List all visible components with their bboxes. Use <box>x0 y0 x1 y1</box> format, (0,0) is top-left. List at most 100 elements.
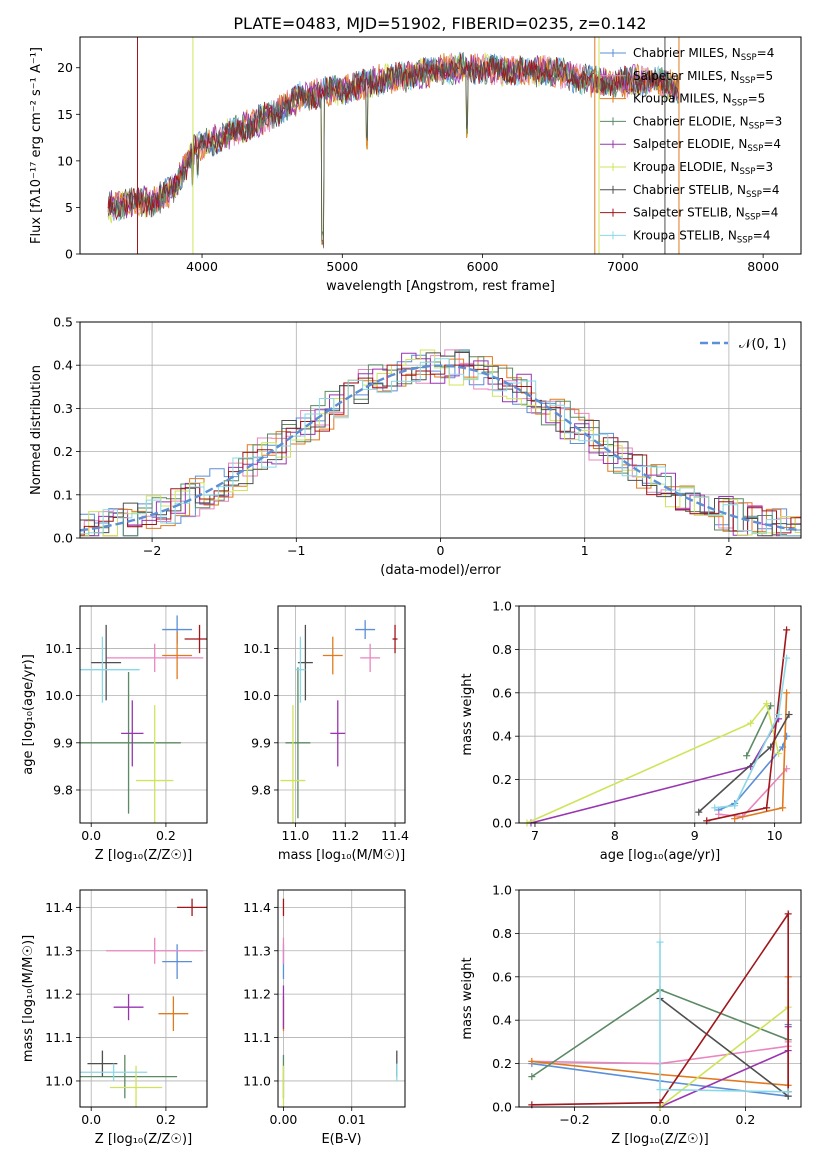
y-tick-label: 11.4 <box>45 900 73 915</box>
errorbar-kroupa_stelib <box>295 636 306 703</box>
axes-frame <box>79 321 802 539</box>
legend-label-salpeter_elodie: Salpeter ELODIE, NSSP=4 <box>633 137 781 154</box>
x-tick-label: 7 <box>531 828 539 843</box>
errorbar-salpeter_miles <box>360 643 381 673</box>
x-tick-label: 8000 <box>747 259 779 274</box>
errorbar-chabrier_miles <box>355 620 376 640</box>
weight-point-chabrier_stelib <box>785 711 793 718</box>
y-axis-label: age [log₁₀(age/yr)] <box>21 654 36 775</box>
axes-frame <box>79 605 208 824</box>
weight-point-kroupa_miles <box>779 804 787 812</box>
weight-point-salpeter_stelib <box>656 1099 664 1107</box>
errorbar-salpeter_stelib <box>177 898 207 917</box>
weight-point-kroupa_stelib <box>656 938 664 946</box>
mass_vs_Z-panel: 0.0 0.2 11.0 11.1 11.2 11.3 11.4 Z [log₁₀(Z/Z☉)… <box>21 889 208 1147</box>
weight-point-kroupa_miles <box>783 689 791 697</box>
y-tick-label: 0 <box>65 247 73 262</box>
errorbar-salpeter_elodie <box>330 700 346 767</box>
weight-point-kroupa_miles <box>528 1057 536 1065</box>
legend-label-chabrier_stelib: Chabrier STELIB, NSSP=4 <box>633 183 780 200</box>
y-tick-label: 11.0 <box>243 1073 271 1088</box>
weight-point-kroupa_elodie <box>763 700 771 708</box>
y-tick-label: 0.3 <box>53 401 73 416</box>
y-tick-label: 0.6 <box>492 969 512 984</box>
y-tick-label: 1.0 <box>492 599 512 614</box>
spectrum-line-chabrier_stelib <box>107 54 679 249</box>
weight-point-kroupa_stelib <box>656 1086 664 1094</box>
histogram-salpeter_stelib <box>80 364 801 536</box>
x-axis-label: wavelength [Angstrom, rest frame] <box>326 279 555 294</box>
x-tick-label: 11.0 <box>282 828 310 843</box>
x-axis-label: Z [log₁₀(Z/Z☉)] <box>95 848 192 863</box>
errorbar-salpeter_elodie <box>113 994 144 1021</box>
age_vs_Z-panel: 0.0 0.2 9.8 9.9 10.0 10.1 Z [log₁₀(Z/Z☉)] age [… <box>21 605 208 863</box>
weight-line-chabrier_stelib <box>659 997 789 1097</box>
x-tick-label: 0.0 <box>81 1112 101 1127</box>
axes-frame <box>277 605 406 824</box>
y-tick-label: 9.8 <box>251 782 271 797</box>
legend-label-kroupa_elodie: Kroupa ELODIE, NSSP=3 <box>633 160 773 177</box>
x-tick-label: 6000 <box>467 259 499 274</box>
normal-curve <box>80 364 799 532</box>
legend-label-chabrier_elodie: Chabrier ELODIE, NSSP=3 <box>633 114 782 131</box>
weight-point-kroupa_stelib <box>783 654 791 662</box>
weight-point-salpeter_stelib <box>783 626 791 634</box>
x-tick-label: 0.0 <box>650 1112 670 1127</box>
age_vs_mass-panel: 11.0 11.2 11.4 9.8 9.9 10.0 10.1 mass [log₁₀(M/… <box>243 605 409 863</box>
errorbar-kroupa_miles <box>162 631 193 680</box>
x-tick-label: 11.2 <box>331 828 359 843</box>
weight-point-kroupa_elodie <box>747 719 755 727</box>
y-tick-label: 0.0 <box>492 816 512 831</box>
x-tick-label: 4000 <box>186 259 218 274</box>
axes-frame <box>79 36 802 255</box>
errorbar-chabrier_miles <box>162 944 193 979</box>
axes-frame <box>518 605 802 824</box>
errorbar-salpeter_stelib <box>392 624 398 654</box>
legend-label-salpeter_miles: Salpeter MILES, NSSP=5 <box>633 69 773 86</box>
x-tick-label: −0.2 <box>559 1112 589 1127</box>
x-tick-label: 0.00 <box>270 1112 298 1127</box>
y-tick-label: 0.2 <box>53 444 73 459</box>
histogram-kroupa_elodie <box>80 349 801 537</box>
y-tick-label: 1.0 <box>492 883 512 898</box>
y-tick-label: 15 <box>57 107 73 122</box>
y-tick-label: 11.1 <box>45 1030 73 1045</box>
x-tick-label: 0.2 <box>156 1112 176 1127</box>
weight-point-chabrier_elodie <box>743 752 751 760</box>
x-tick-label: 0.2 <box>156 828 176 843</box>
errorbar-kroupa_stelib <box>80 636 140 703</box>
weight-point-salpeter_miles <box>715 810 723 818</box>
legend-label-kroupa_miles: Kroupa MILES, NSSP=5 <box>633 92 765 109</box>
y-tick-label: 9.9 <box>53 735 73 750</box>
legend-label-salpeter_stelib: Salpeter STELIB, NSSP=4 <box>633 206 778 223</box>
errorbar-kroupa_elodie <box>280 705 306 823</box>
x-tick-label: 0 <box>437 543 445 558</box>
y-axis-label: Normed distribution <box>29 365 44 495</box>
y-tick-label: 0.1 <box>53 487 73 502</box>
mass_vs_EBV-panel: 0.00 0.01 11.0 11.1 11.2 11.3 11.4 E(B-V) <box>243 889 406 1147</box>
histogram-chabrier_stelib <box>80 352 801 537</box>
residuals-panel: −2 −1 0 1 2 0.0 0.1 0.2 0.3 0.4 0.5 (data-model)/er… <box>29 315 802 578</box>
errorbar-kroupa_elodie <box>136 705 174 823</box>
errorbar-salpeter_miles <box>106 643 204 673</box>
x-tick-label: 11.4 <box>381 828 409 843</box>
histogram-kroupa_stelib <box>80 358 801 537</box>
y-tick-label: 0.8 <box>492 642 512 657</box>
x-tick-label: 1 <box>581 543 589 558</box>
weight-point-chabrier_miles <box>783 732 791 740</box>
y-tick-label: 11.0 <box>45 1073 73 1088</box>
y-tick-label: 0.6 <box>492 685 512 700</box>
figure-title: PLATE=0483, MJD=51902, FIBERID=0235, z=0… <box>233 14 646 33</box>
y-axis-label: mass weight <box>460 673 475 755</box>
axes-frame <box>79 889 208 1108</box>
errorbar-kroupa_miles <box>322 636 343 675</box>
spectrum-panel: 4000 5000 6000 7000 8000 0 5 10 15 20 wavelength [… <box>29 36 802 294</box>
y-tick-label: 10.0 <box>243 688 271 703</box>
weight-line-chabrier_elodie <box>745 705 772 757</box>
errorbar-chabrier_elodie <box>285 667 311 819</box>
y-tick-label: 0.0 <box>492 1100 512 1115</box>
x-tick-label: −2 <box>143 543 161 558</box>
weight-point-chabrier_stelib <box>695 808 703 816</box>
y-tick-label: 11.1 <box>243 1030 271 1045</box>
